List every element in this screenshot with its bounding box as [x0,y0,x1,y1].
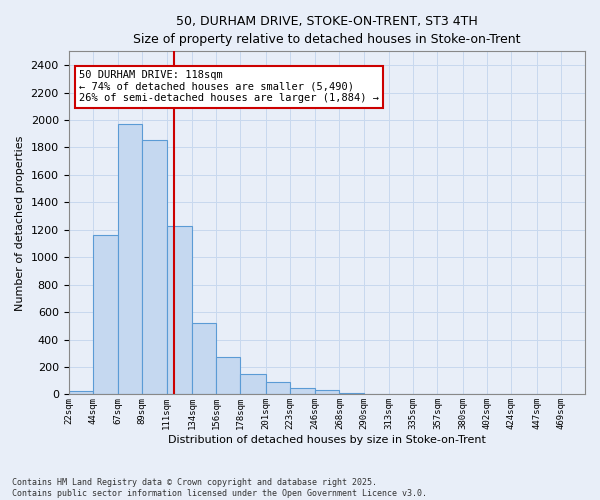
Bar [68,391,93,394]
Bar [266,382,290,394]
Bar [315,390,340,394]
Bar [118,124,142,394]
Bar [340,393,364,394]
Bar [192,323,216,394]
Bar [241,374,266,394]
Bar [216,356,241,395]
Y-axis label: Number of detached properties: Number of detached properties [15,135,25,310]
Bar [290,388,315,394]
Title: 50, DURHAM DRIVE, STOKE-ON-TRENT, ST3 4TH
Size of property relative to detached : 50, DURHAM DRIVE, STOKE-ON-TRENT, ST3 4T… [133,15,521,46]
Text: Contains HM Land Registry data © Crown copyright and database right 2025.
Contai: Contains HM Land Registry data © Crown c… [12,478,427,498]
Text: 50 DURHAM DRIVE: 118sqm
← 74% of detached houses are smaller (5,490)
26% of semi: 50 DURHAM DRIVE: 118sqm ← 74% of detache… [79,70,379,103]
Bar [167,226,192,394]
Bar [93,235,118,394]
Bar [142,140,167,394]
X-axis label: Distribution of detached houses by size in Stoke-on-Trent: Distribution of detached houses by size … [168,435,486,445]
